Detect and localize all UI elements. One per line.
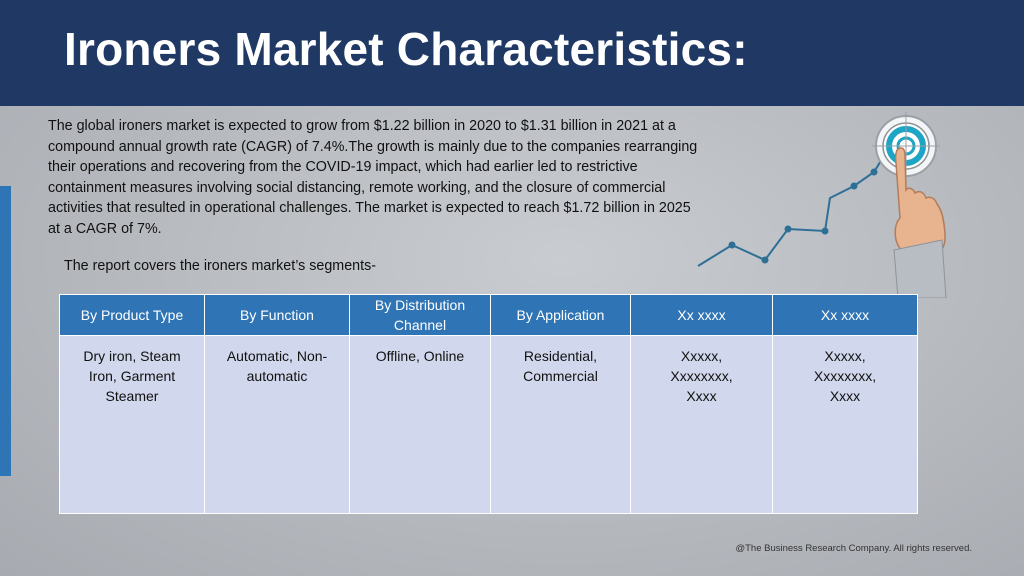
cell-line: Dry iron, Steam	[83, 348, 181, 364]
header-application: By Application	[490, 294, 631, 336]
segments-table: By Product Type By Function By Distribut…	[59, 294, 918, 514]
copyright-footer: @The Business Research Company. All righ…	[735, 543, 972, 554]
hand-touching-target-icon	[697, 112, 947, 298]
trend-points	[728, 168, 878, 264]
cell-line: Automatic, Non-	[226, 348, 328, 364]
table-header-row: By Product Type By Function By Distribut…	[59, 294, 918, 336]
accent-bar	[0, 186, 11, 476]
cell-distribution-channel: Offline, Online	[349, 335, 491, 514]
trend-line	[697, 153, 886, 267]
cell-function: Automatic, Non- automatic	[204, 335, 350, 514]
cell-placeholder-1: Xxxxx, Xxxxxxxx, Xxxx	[630, 335, 773, 514]
title-bar: Ironers Market Characteristics:	[0, 0, 1024, 106]
target-icon	[872, 112, 940, 180]
intro-paragraph: The global ironers market is expected to…	[48, 118, 698, 237]
header-placeholder-2: Xx xxxx	[772, 294, 918, 336]
cell-line: Xxxxx,	[680, 348, 723, 364]
cell-line: Steamer	[105, 388, 159, 404]
hand-icon	[893, 147, 947, 298]
cell-product-type: Dry iron, Steam Iron, Garment Steamer	[59, 335, 205, 514]
cell-line: Commercial	[523, 368, 598, 384]
cell-line: Iron, Garment	[88, 368, 176, 384]
cell-application: Residential, Commercial	[490, 335, 631, 514]
cell-line: Offline, Online	[375, 348, 465, 364]
cell-line: Residential,	[523, 348, 598, 364]
cell-line: Xxxxxxxx,	[813, 368, 877, 384]
cell-line: Xxxxxxxx,	[670, 368, 733, 384]
cell-line: automatic	[246, 368, 308, 384]
segments-intro: The report covers the ironers market’s s…	[64, 258, 377, 274]
header-product-type: By Product Type	[59, 294, 205, 336]
cell-line: Xxxxx,	[824, 348, 866, 364]
cell-line: Xxxx	[686, 388, 717, 404]
cell-placeholder-2: Xxxxx, Xxxxxxxx, Xxxx	[772, 335, 918, 514]
header-distribution-channel: By Distribution Channel	[349, 294, 491, 336]
header-function: By Function	[204, 294, 350, 336]
slide-title: Ironers Market Characteristics:	[64, 23, 748, 75]
cell-line: Xxxx	[829, 388, 861, 404]
header-placeholder-1: Xx xxxx	[630, 294, 773, 336]
table-row: Dry iron, Steam Iron, Garment Steamer Au…	[59, 335, 918, 514]
